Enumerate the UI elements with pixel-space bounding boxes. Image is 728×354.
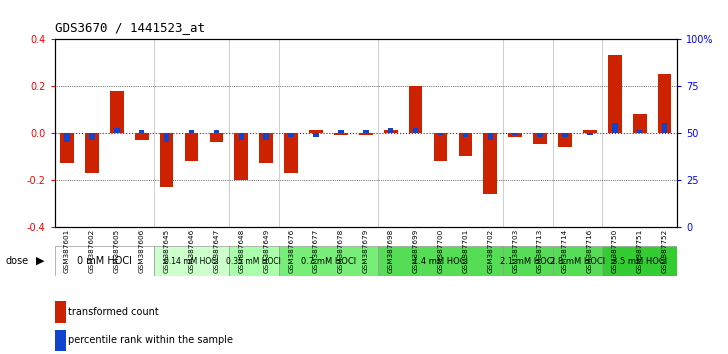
Bar — [239, 133, 244, 140]
Text: GSM387649: GSM387649 — [264, 228, 269, 273]
Bar — [313, 133, 319, 137]
Bar — [64, 133, 70, 142]
Text: GSM387606: GSM387606 — [139, 228, 145, 273]
Text: GSM387750: GSM387750 — [612, 228, 618, 273]
Bar — [234, 133, 248, 180]
Text: GSM387701: GSM387701 — [462, 228, 468, 273]
Bar — [562, 133, 568, 137]
Bar — [334, 133, 348, 135]
Text: 2.1 mM HOCl: 2.1 mM HOCl — [500, 257, 555, 266]
Text: transformed count: transformed count — [68, 307, 159, 317]
Bar — [537, 133, 543, 137]
Bar — [55, 330, 66, 351]
Bar — [339, 130, 344, 133]
Bar — [284, 133, 298, 173]
Bar — [90, 133, 95, 140]
Bar — [55, 301, 66, 323]
Bar — [633, 114, 646, 133]
Text: GSM387677: GSM387677 — [313, 228, 319, 273]
Bar — [608, 55, 622, 133]
Text: GSM387700: GSM387700 — [438, 228, 443, 273]
Bar — [413, 128, 419, 133]
Text: GSM387716: GSM387716 — [587, 228, 593, 273]
Bar — [513, 133, 518, 135]
Bar — [612, 124, 617, 133]
Bar — [602, 246, 677, 276]
Bar — [159, 133, 173, 187]
Bar — [503, 246, 553, 276]
Text: 0.14 mM HOCl: 0.14 mM HOCl — [164, 257, 219, 266]
Text: GSM387602: GSM387602 — [89, 228, 95, 273]
Bar — [463, 133, 468, 137]
Text: GDS3670 / 1441523_at: GDS3670 / 1441523_at — [55, 21, 205, 34]
Text: GSM387679: GSM387679 — [363, 228, 369, 273]
Bar — [508, 133, 522, 137]
Bar — [533, 133, 547, 144]
Text: GSM387703: GSM387703 — [513, 228, 518, 273]
Text: 0.7 mM HOCl: 0.7 mM HOCl — [301, 257, 356, 266]
Bar — [210, 133, 223, 142]
Text: 1.4 mM HOCl: 1.4 mM HOCl — [413, 257, 468, 266]
Bar — [55, 246, 154, 276]
Bar — [459, 133, 472, 156]
Bar — [384, 130, 397, 133]
Text: ▶: ▶ — [36, 256, 45, 266]
Bar — [583, 130, 597, 133]
Bar — [388, 128, 393, 133]
Bar — [60, 133, 74, 163]
Bar — [637, 130, 642, 133]
Text: dose: dose — [5, 256, 28, 266]
Text: GSM387699: GSM387699 — [413, 228, 419, 273]
Bar — [309, 130, 323, 133]
Text: GSM387751: GSM387751 — [637, 228, 643, 273]
Bar — [558, 133, 572, 147]
Text: 3.5 mM HOCl: 3.5 mM HOCl — [612, 257, 668, 266]
Bar — [114, 128, 119, 133]
Bar — [553, 246, 602, 276]
Bar — [408, 86, 422, 133]
Text: GSM387713: GSM387713 — [537, 228, 543, 273]
Text: GSM387698: GSM387698 — [388, 228, 394, 273]
Text: GSM387678: GSM387678 — [338, 228, 344, 273]
Bar — [488, 133, 493, 140]
Text: 0 mM HOCl: 0 mM HOCl — [77, 256, 132, 266]
Bar — [279, 246, 379, 276]
Text: GSM387714: GSM387714 — [562, 228, 568, 273]
Bar — [288, 133, 294, 137]
Text: 2.8 mM HOCl: 2.8 mM HOCl — [550, 257, 605, 266]
Text: GSM387702: GSM387702 — [487, 228, 494, 273]
Bar — [662, 124, 668, 133]
Bar — [264, 133, 269, 140]
Bar — [185, 133, 199, 161]
Text: percentile rank within the sample: percentile rank within the sample — [68, 335, 233, 346]
Text: GSM387676: GSM387676 — [288, 228, 294, 273]
Bar — [135, 133, 149, 140]
Bar — [483, 133, 497, 194]
Bar — [379, 246, 503, 276]
Text: GSM387646: GSM387646 — [189, 228, 194, 273]
Bar — [110, 91, 124, 133]
Bar — [164, 133, 170, 142]
Text: GSM387647: GSM387647 — [213, 228, 219, 273]
Text: GSM387648: GSM387648 — [238, 228, 245, 273]
Bar — [229, 246, 279, 276]
Bar — [189, 130, 194, 133]
Bar — [259, 133, 273, 163]
Bar — [657, 74, 671, 133]
Text: 0.35 mM HOCl: 0.35 mM HOCl — [226, 257, 281, 266]
Bar — [214, 130, 219, 133]
Bar — [154, 246, 229, 276]
Text: GSM387605: GSM387605 — [114, 228, 120, 273]
Text: GSM387601: GSM387601 — [64, 228, 70, 273]
Text: GSM387645: GSM387645 — [164, 228, 170, 273]
Bar — [438, 133, 443, 135]
Bar — [85, 133, 99, 173]
Bar — [363, 130, 368, 133]
Text: GSM387752: GSM387752 — [662, 228, 668, 273]
Bar — [587, 133, 593, 135]
Bar — [139, 130, 144, 133]
Bar — [434, 133, 448, 161]
Bar — [359, 133, 373, 135]
